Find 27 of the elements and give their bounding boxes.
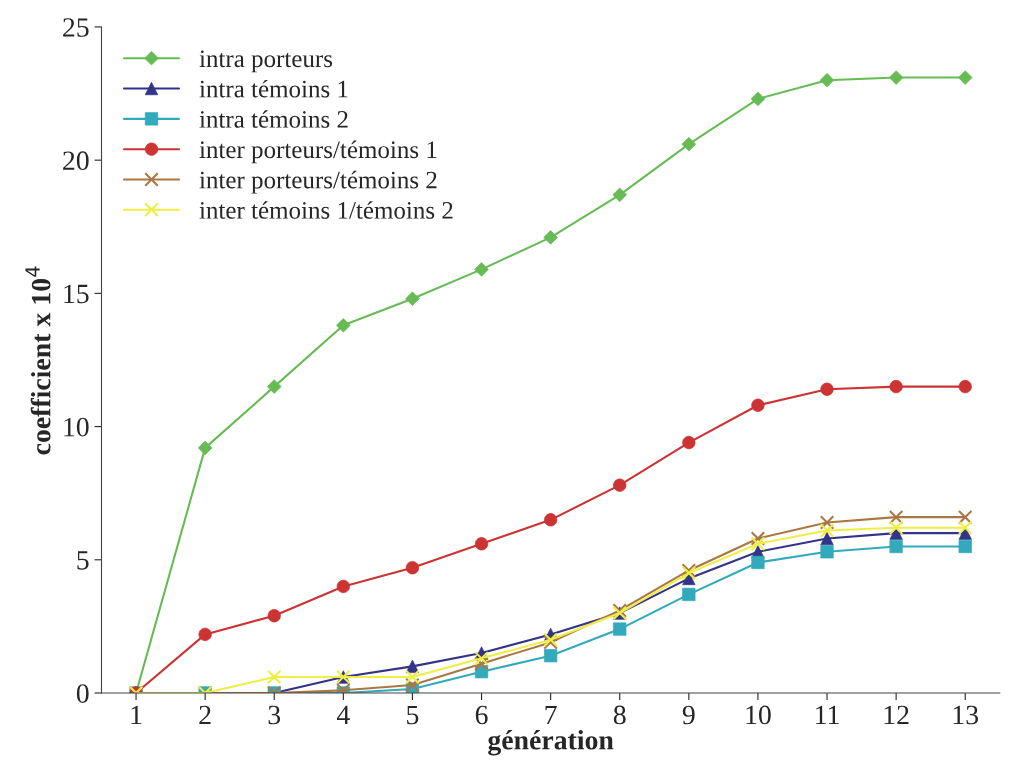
legend-label: inter porteurs/témoins 1 — [199, 140, 437, 164]
x-tick-label: 3 — [268, 705, 281, 725]
x-tick-label: 6 — [475, 705, 488, 725]
y-tick-label: 10 — [64, 417, 89, 437]
x-tick-label: 2 — [199, 705, 211, 725]
legend-label: inter témoins 1/témoins 2 — [199, 201, 453, 219]
y-tick-label: 15 — [64, 284, 89, 304]
y-tick-label: 0 — [76, 684, 89, 703]
x-tick-label: 13 — [953, 705, 979, 725]
legend-label: intra témoins 2 — [199, 110, 348, 128]
legend-label: inter porteurs/témoins 2 — [199, 170, 437, 194]
x-tick-label: 11 — [816, 705, 839, 725]
x-tick-label: 1 — [131, 705, 142, 725]
x-tick-label: 7 — [545, 705, 557, 725]
x-tick-label: 9 — [682, 705, 695, 725]
x-tick-label: 5 — [407, 705, 419, 725]
y-tick-label: 20 — [63, 151, 89, 171]
x-tick-label: 10 — [746, 705, 771, 725]
y-axis-title: coefficient x 10$^{4}$ — [25, 266, 51, 455]
y-tick-label: 5 — [77, 551, 89, 570]
x-tick-label: 4 — [336, 705, 350, 725]
legend-label: intra témoins 1 — [199, 79, 348, 98]
x-tick-label: 8 — [613, 705, 626, 725]
legend-label: intra porteurs — [199, 50, 333, 73]
x-axis-title: génération — [488, 730, 614, 756]
y-tick-label: 25 — [63, 18, 89, 37]
x-tick-label: 12 — [884, 705, 909, 725]
